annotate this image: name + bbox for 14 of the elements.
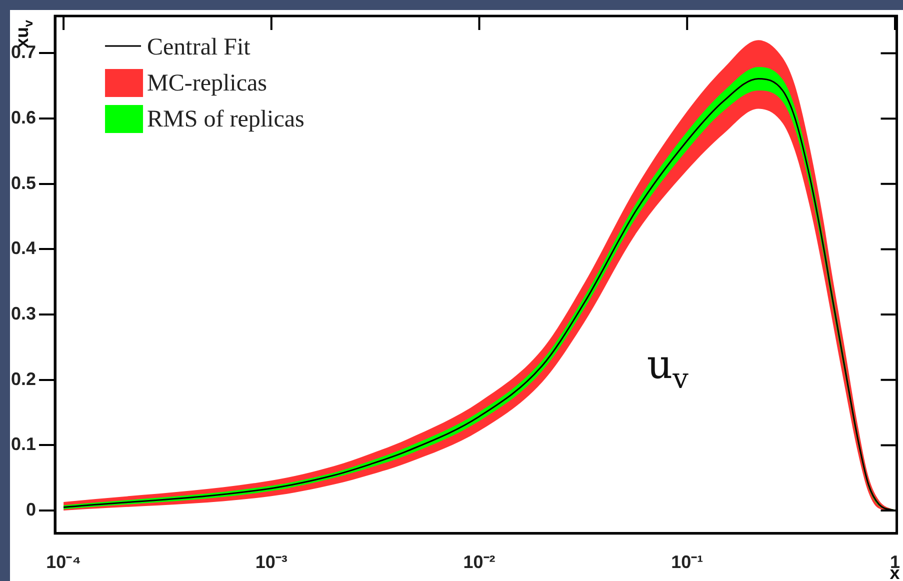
y-tick-label: 0.5 — [10, 172, 36, 193]
legend-label: Central Fit — [147, 34, 251, 60]
x-tick-label: 10⁻⁴ — [46, 552, 82, 572]
x-tick-label: 10⁻³ — [255, 552, 288, 572]
legend-label: MC-replicas — [147, 70, 267, 96]
legend-label: RMS of replicas — [147, 106, 304, 132]
y-tick-label: 0.2 — [10, 368, 36, 389]
y-tick-label: 0.6 — [10, 108, 36, 128]
y-tick-label: 0.1 — [10, 434, 36, 454]
y-tick-label: 0 — [26, 500, 36, 520]
x-tick-label: 10⁻¹ — [671, 552, 704, 572]
y-tick-label: 0.3 — [10, 304, 36, 324]
x-tick-label: 10⁻² — [463, 552, 496, 572]
y-tick-label: 0.4 — [10, 238, 36, 258]
